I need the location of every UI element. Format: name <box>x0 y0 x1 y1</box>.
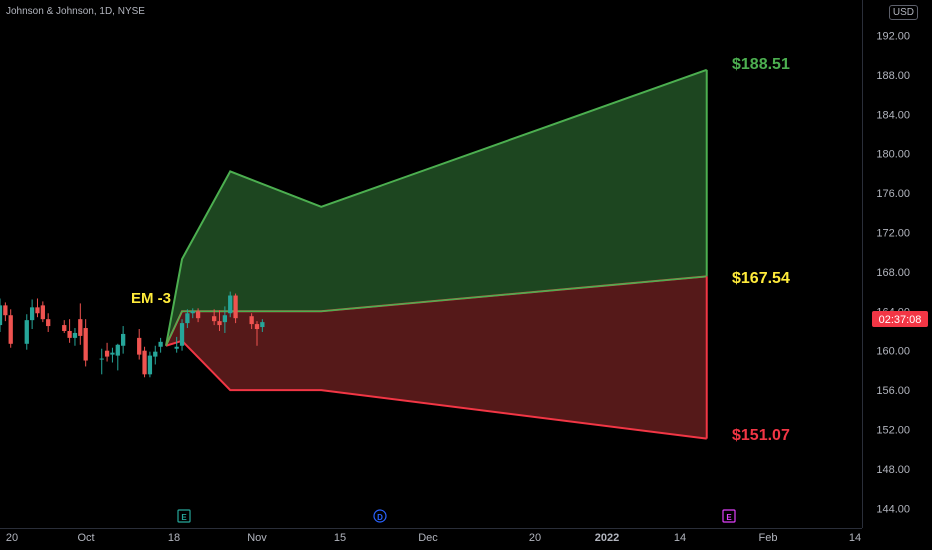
price-tick-label: 188.00 <box>876 70 910 82</box>
candle-body <box>179 323 185 346</box>
price-axis-border <box>862 0 863 528</box>
price-tick-label: 148.00 <box>876 464 910 476</box>
candle-body <box>8 315 13 344</box>
time-tick-label: Nov <box>247 532 267 544</box>
candle-body <box>121 333 126 346</box>
time-tick-label: Feb <box>759 532 778 544</box>
time-tick-label: 20 <box>6 532 18 544</box>
candle-body <box>147 355 153 375</box>
candle-body <box>195 311 201 319</box>
candle-body <box>40 305 45 320</box>
time-tick-label: 20 <box>529 532 541 544</box>
lower-target-label: $151.07 <box>732 427 790 444</box>
countdown-text: 02:37:08 <box>879 314 922 326</box>
candle-body <box>254 324 260 330</box>
time-tick-label: Oct <box>77 532 94 544</box>
time-axis-border <box>0 528 862 529</box>
candle-body <box>190 311 195 314</box>
lower-band-area <box>165 276 707 439</box>
symbol-header: Johnson & Johnson, 1D, NYSE <box>6 6 145 17</box>
candle-body <box>233 295 238 319</box>
candle-body <box>212 316 217 322</box>
candle-body <box>185 313 190 324</box>
price-axis[interactable]: 144.00148.00152.00156.00160.00164.00168.… <box>876 30 910 515</box>
candle-body <box>29 307 35 321</box>
upper-target-label: $188.51 <box>732 56 790 73</box>
lower-band-fill <box>165 276 707 439</box>
upper-band-fill <box>165 69 707 346</box>
price-tick-label: 184.00 <box>876 109 910 121</box>
price-tick-label: 160.00 <box>876 346 910 358</box>
candle-body <box>228 295 233 314</box>
em-label: EM -3 <box>131 290 171 307</box>
dividend-marker-shape <box>373 509 387 523</box>
candle-body <box>62 325 67 331</box>
price-tick-label: 172.00 <box>876 227 910 239</box>
candle-body <box>158 341 163 347</box>
price-tick-label: 156.00 <box>876 385 910 397</box>
earnings-marker-letter[interactable]: E <box>726 513 732 522</box>
candle-body <box>67 330 72 338</box>
time-axis[interactable]: 20 Oct 18 Nov 15 Dec 20 2022 14 Feb 14 <box>6 532 861 544</box>
candle-body <box>46 319 51 327</box>
upper-band-area <box>165 69 707 346</box>
candle-body <box>222 315 228 323</box>
price-tick-label: 192.00 <box>876 30 910 42</box>
countdown-badge-bg <box>872 311 928 327</box>
time-tick-label: 14 <box>674 532 686 544</box>
price-tick-label: 152.00 <box>876 424 910 436</box>
time-tick-label: 15 <box>334 532 346 544</box>
candle-body <box>104 350 110 357</box>
price-tick-label: 180.00 <box>876 149 910 161</box>
countdown-badge: 02:37:08 <box>872 311 928 327</box>
currency-badge[interactable]: USD <box>888 5 918 20</box>
price-tick-label: 168.00 <box>876 267 910 279</box>
time-tick-label: Dec <box>418 532 438 544</box>
time-tick-label: 2022 <box>595 532 619 544</box>
earnings-marker-shape <box>177 509 191 523</box>
time-tick-label: 18 <box>168 532 180 544</box>
time-tick-label: 14 <box>849 532 861 544</box>
price-tick-label: 144.00 <box>876 503 910 515</box>
candle-body <box>99 358 104 360</box>
candle-body <box>110 352 115 355</box>
candle-body <box>153 351 158 357</box>
candle-body <box>83 328 88 361</box>
candle-body <box>260 322 265 328</box>
candle-body <box>0 305 3 326</box>
earnings-marker-shape <box>722 509 736 523</box>
candle-body <box>217 321 222 326</box>
earnings-marker-letter[interactable]: E <box>181 513 187 522</box>
dividend-marker-letter[interactable]: D <box>377 513 383 522</box>
candle-body <box>249 316 254 325</box>
mid-target-label: $167.54 <box>732 270 790 287</box>
candle-body <box>3 305 8 316</box>
candle-body <box>78 319 83 336</box>
candlesticks <box>0 291 265 378</box>
candle-body <box>142 350 147 375</box>
price-tick-label: 176.00 <box>876 188 910 200</box>
candle-body <box>72 332 78 338</box>
candle-body <box>174 346 179 349</box>
candle-body <box>35 307 40 314</box>
candle-body <box>137 337 142 355</box>
candle-body <box>24 320 29 344</box>
candle-body <box>115 344 120 356</box>
upper-band-line <box>164 68 708 346</box>
